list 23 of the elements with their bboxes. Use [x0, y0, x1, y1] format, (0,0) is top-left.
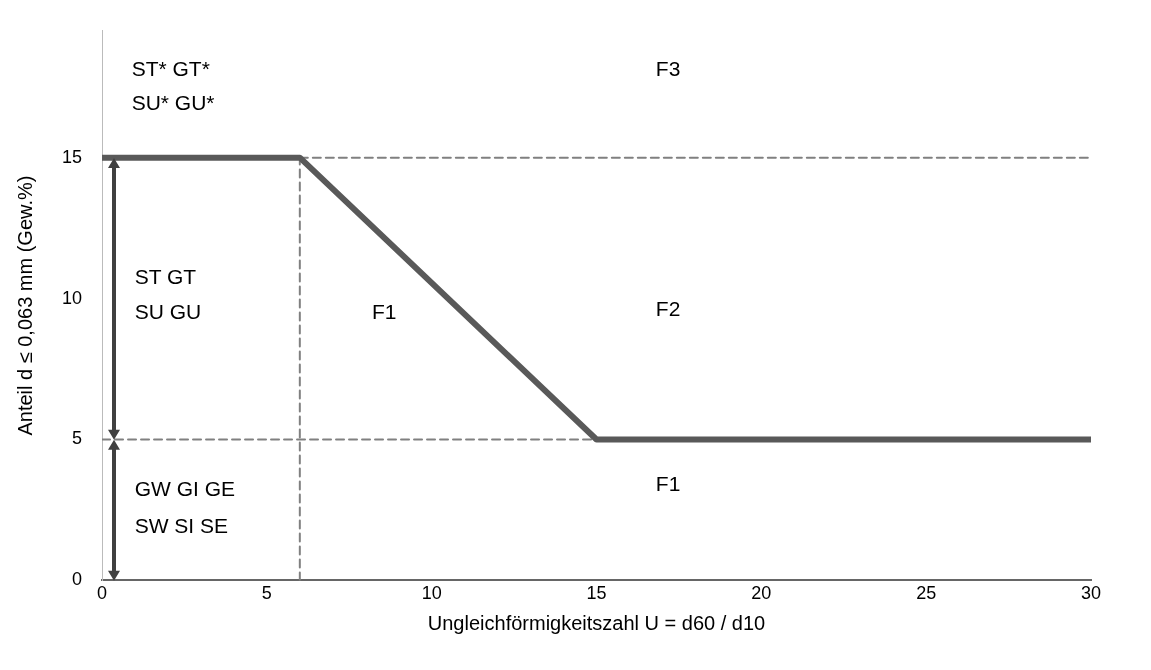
- annotation: ST GT: [134, 265, 197, 289]
- annotation: GW GI GE: [134, 477, 235, 501]
- annotation: ST* GT*: [131, 57, 210, 81]
- annotation: F2: [655, 296, 681, 320]
- x-tick-label: 0: [97, 583, 108, 604]
- y-tick-label: 5: [72, 428, 83, 449]
- annotation: SU GU: [134, 299, 202, 323]
- x-tick-label: 15: [586, 583, 607, 604]
- annotation: F1: [372, 299, 397, 323]
- y-axis-title: Anteil d ≤ 0,063 mm (Gew.%): [13, 175, 36, 436]
- x-axis-title: Ungleichförmigkeitszahl U = d60 / d10: [427, 611, 766, 634]
- annotation: F3: [655, 57, 681, 81]
- annotation: SW SI SE: [134, 513, 229, 537]
- annotation: SU* GU*: [131, 90, 215, 114]
- x-tick-label: 10: [421, 583, 442, 604]
- x-tick-label: 30: [1080, 583, 1102, 604]
- annotation: F1: [655, 471, 681, 495]
- y-tick-label: 0: [72, 569, 83, 590]
- x-tick-label: 25: [916, 583, 937, 604]
- x-tick-label: 20: [751, 583, 772, 604]
- y-tick-label: 10: [61, 287, 83, 308]
- y-tick-label: 15: [61, 146, 83, 167]
- x-tick-label: 5: [261, 583, 272, 604]
